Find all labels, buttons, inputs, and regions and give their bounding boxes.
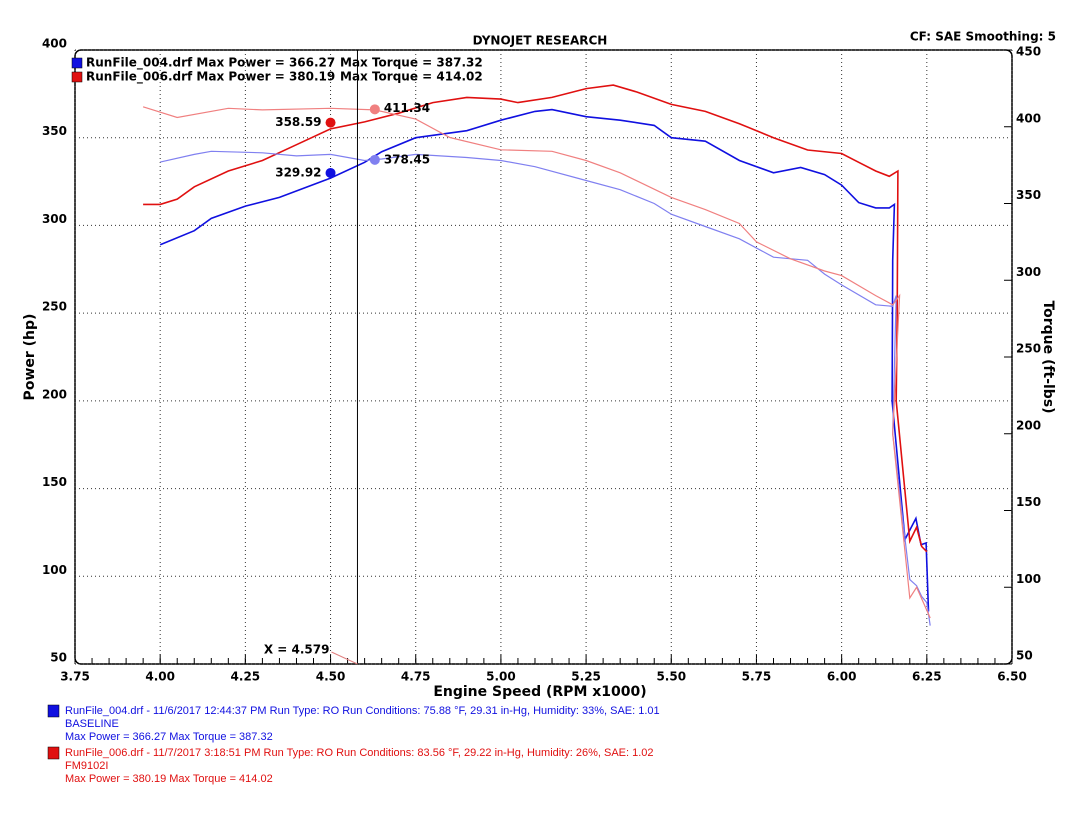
x-tick-label: 4.00: [145, 670, 175, 684]
run-swatch: [47, 746, 60, 760]
y-tick-label: 250: [42, 300, 67, 314]
run-note: BASELINE: [65, 718, 119, 730]
legend-swatch: [71, 71, 83, 83]
y2-tick-label: 450: [1016, 45, 1041, 59]
marker: [325, 167, 336, 178]
corner-note: CF: SAE Smoothing: 5: [910, 30, 1056, 44]
x-tick-label: 5.75: [742, 670, 772, 684]
cursor-label: X = 4.579: [264, 643, 330, 657]
run-swatch: [47, 704, 60, 718]
y-tick-label: 150: [42, 475, 67, 489]
marker: [369, 154, 380, 165]
y2-axis-label: Torque (ft-lbs): [1040, 300, 1056, 413]
run-info: RunFile_006.drf - 11/7/2017 3:18:51 PM R…: [65, 747, 654, 759]
x-axis-label: Engine Speed (RPM x1000): [433, 684, 646, 700]
marker-label: 411.34: [384, 101, 430, 115]
marker: [369, 104, 380, 115]
x-tick-label: 4.25: [231, 670, 261, 684]
run-max: Max Power = 380.19 Max Torque = 414.02: [65, 773, 273, 785]
y-tick-label: 300: [42, 212, 67, 226]
x-tick-label: 5.00: [486, 670, 516, 684]
marker: [325, 117, 336, 128]
legend-swatch: [71, 57, 83, 69]
series-line: [142, 106, 931, 619]
x-tick-label: 6.25: [912, 670, 942, 684]
x-tick-label: 6.00: [827, 670, 857, 684]
x-tick-label: 3.75: [60, 670, 90, 684]
cursor-leader: [331, 651, 358, 665]
legend-power: RunFile_004.drf Max Power = 366.27: [86, 56, 335, 71]
legend-torque: Max Torque = 387.32: [340, 56, 483, 70]
marker-label: 378.45: [384, 152, 430, 166]
series-line: [159, 108, 930, 612]
marker-label: 358.59: [275, 115, 321, 129]
y2-tick-label: 50: [1016, 649, 1033, 663]
run-max: Max Power = 366.27 Max Torque = 387.32: [65, 731, 273, 743]
legend-power: RunFile_006.drf Max Power = 380.19: [86, 70, 335, 85]
y2-tick-label: 150: [1016, 495, 1041, 509]
x-tick-label: 4.75: [401, 670, 431, 684]
y-tick-label: 100: [42, 563, 67, 577]
x-tick-label: 5.25: [571, 670, 601, 684]
y2-tick-label: 300: [1016, 265, 1041, 279]
x-tick-label: 6.50: [997, 670, 1027, 684]
chart-title: DYNOJET RESEARCH: [473, 34, 608, 48]
legend-torque: Max Torque = 414.02: [340, 70, 483, 84]
run-info: RunFile_004.drf - 11/6/2017 12:44:37 PM …: [65, 705, 660, 717]
y-tick-label: 200: [42, 387, 67, 401]
marker-label: 329.92: [275, 165, 321, 179]
y2-tick-label: 400: [1016, 111, 1041, 125]
y2-tick-label: 350: [1016, 188, 1041, 202]
y-tick-label: 50: [50, 651, 67, 665]
x-tick-label: 4.50: [316, 670, 346, 684]
plot-frame: [74, 49, 1013, 665]
series-line: [143, 84, 928, 553]
run-note: FM9102I: [65, 760, 108, 772]
y-tick-label: 350: [42, 124, 67, 138]
series-line: [160, 150, 931, 626]
y2-tick-label: 250: [1016, 342, 1041, 356]
y2-tick-label: 100: [1016, 572, 1041, 586]
y2-tick-label: 200: [1016, 418, 1041, 432]
y-tick-label: 400: [42, 37, 67, 51]
x-tick-label: 5.50: [656, 670, 686, 684]
y-axis-label: Power (hp): [22, 314, 38, 401]
